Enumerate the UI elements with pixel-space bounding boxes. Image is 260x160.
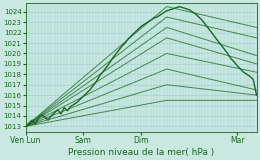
- X-axis label: Pression niveau de la mer( hPa ): Pression niveau de la mer( hPa ): [68, 148, 214, 156]
